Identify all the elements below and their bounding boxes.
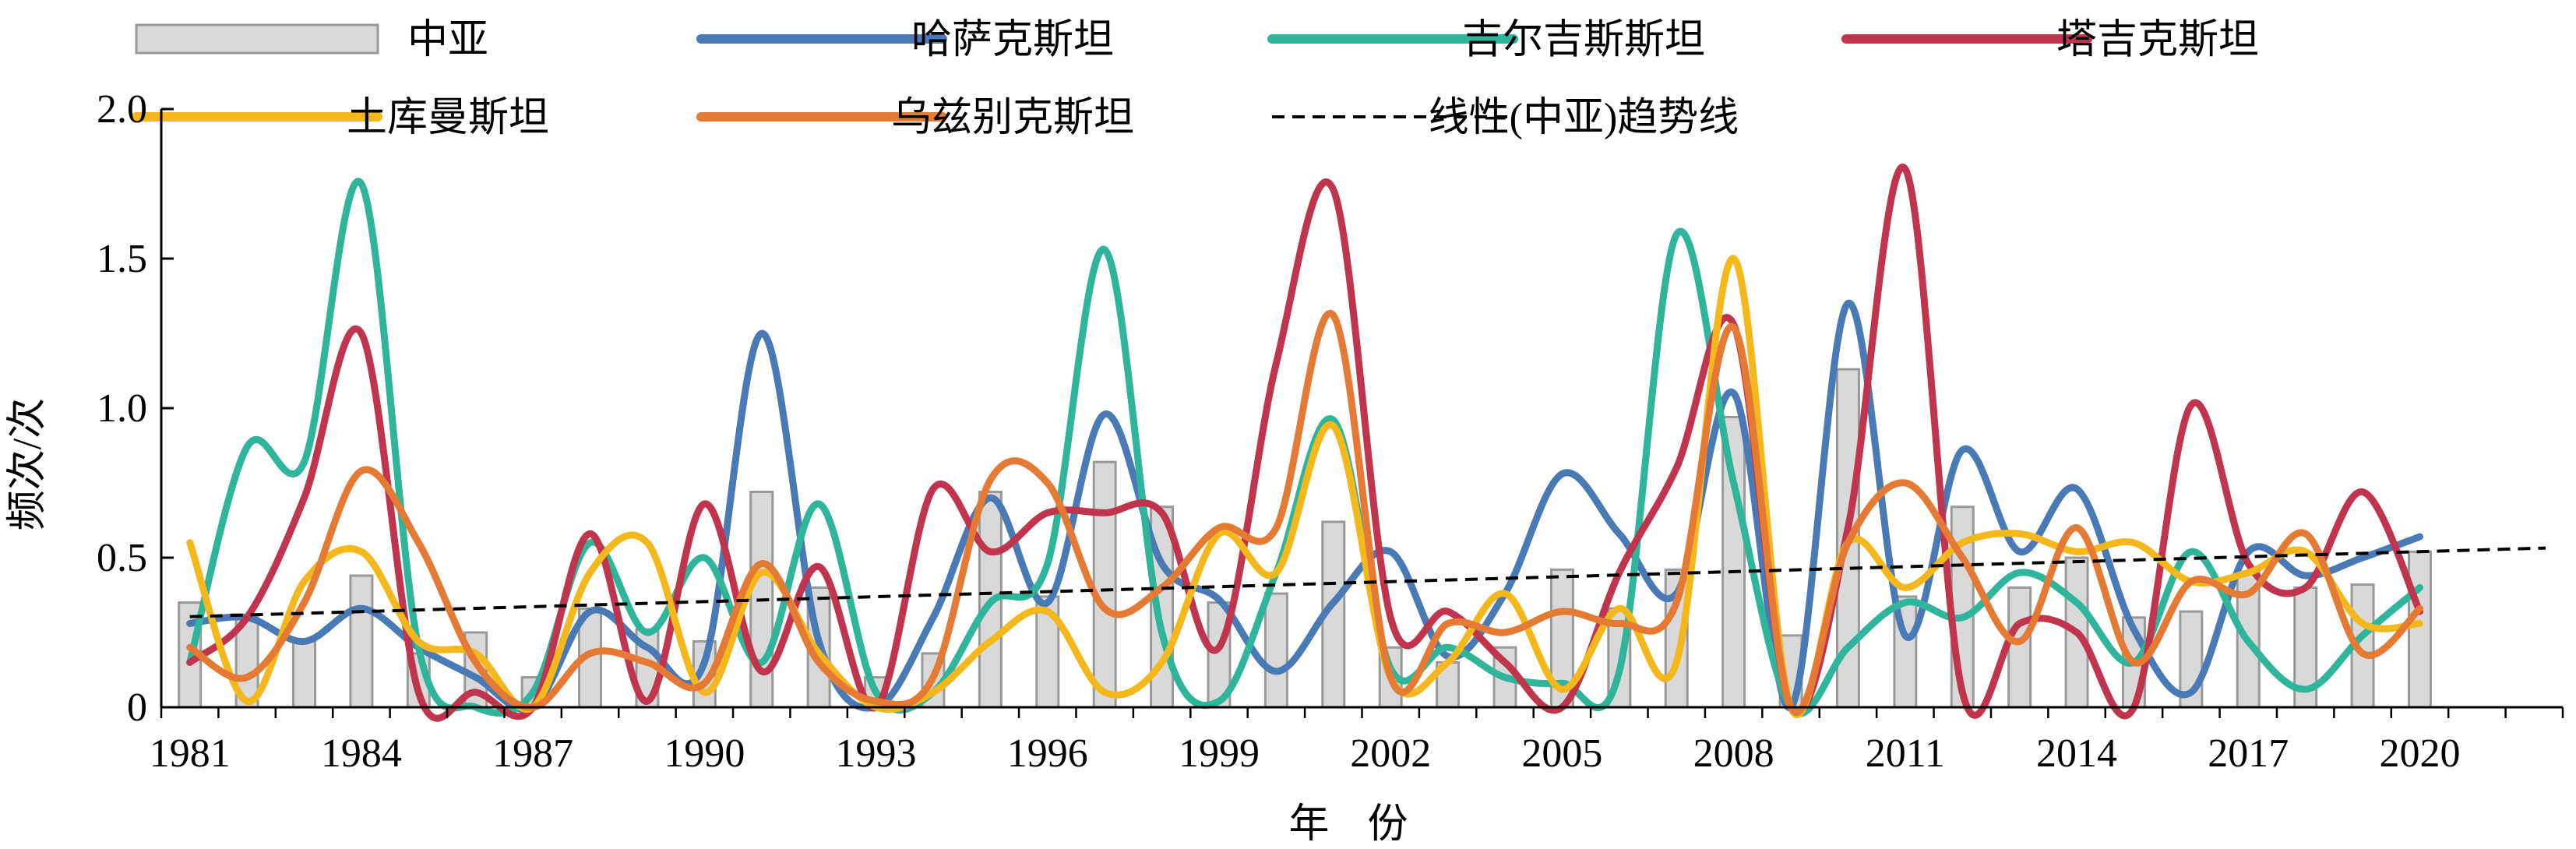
legend-entry-7: 线性(中亚)趋势线 [1272,96,1739,140]
legend-label: 哈萨克斯坦 [911,18,1114,62]
legend-entry-5: 土库曼斯坦 [132,96,549,140]
x-tick-label: 1984 [321,731,402,776]
x-tick-label: 2014 [2036,731,2117,776]
series-line-2 [186,178,2423,717]
legend-label: 线性(中亚)趋势线 [1429,96,1739,140]
x-axis-title: 年 份 [1288,802,1422,847]
trendline [189,546,2546,618]
legend-entry-6: 乌兹别克斯坦 [696,96,1134,140]
y-tick-label: 0.5 [97,536,147,580]
trendline-path [189,546,2546,618]
legend-label: 土库曼斯坦 [347,96,549,140]
x-tick-label: 1981 [150,731,231,776]
y-tick-label: 2.0 [97,87,147,132]
y-tick-label: 1.0 [97,386,147,431]
y-tick-label: 1.5 [97,237,147,281]
axes: 0 0.5 1.0 1.5 2.0 1981 1984 1987 1990 1993 1996 199… [97,87,2564,776]
legend-label: 中亚 [407,18,488,62]
series-line-3 [186,164,2423,722]
line-series [186,164,2423,722]
x-tick-label: 2002 [1350,731,1431,776]
legend-label: 吉尔吉斯斯坦 [1462,18,1705,62]
bar-1997 [1092,460,1117,709]
x-tick-label: 2020 [2379,731,2460,776]
legend-entry-1: 中亚 [135,18,488,62]
legend-swatch-bar [135,23,379,55]
x-tick-label: 2017 [2208,731,2289,776]
legend-label: 乌兹别克斯坦 [891,96,1134,140]
x-tick-label: 2005 [1521,731,1602,776]
y-axis-title: 频次/次 [5,398,50,530]
bar-2008 [1721,416,1746,709]
x-tick-label: 1990 [664,731,745,776]
bar-1984 [349,574,374,709]
legend-entry-4: 塔吉克斯坦 [1841,18,2259,62]
legend-entry-2: 哈萨克斯坦 [696,18,1114,62]
x-tick-label: 1996 [1007,731,1088,776]
bar-2000 [1263,592,1288,709]
bar-2013 [2007,586,2032,709]
series-line-5 [186,309,2423,716]
x-tick-label: 1987 [492,731,573,776]
legend-label: 塔吉克斯坦 [2056,18,2259,62]
x-tick-label: 1999 [1179,731,1260,776]
bar-1983 [292,640,317,709]
x-tick-label: 2011 [1866,731,1945,776]
y-tick-label: 0 [127,685,147,730]
series-line-4 [186,255,2423,719]
bar-2020 [2407,550,2432,709]
legend-entry-3: 吉尔吉斯斯坦 [1267,18,1705,62]
x-tick-label: 2008 [1693,731,1774,776]
x-tick-label: 1993 [836,731,917,776]
